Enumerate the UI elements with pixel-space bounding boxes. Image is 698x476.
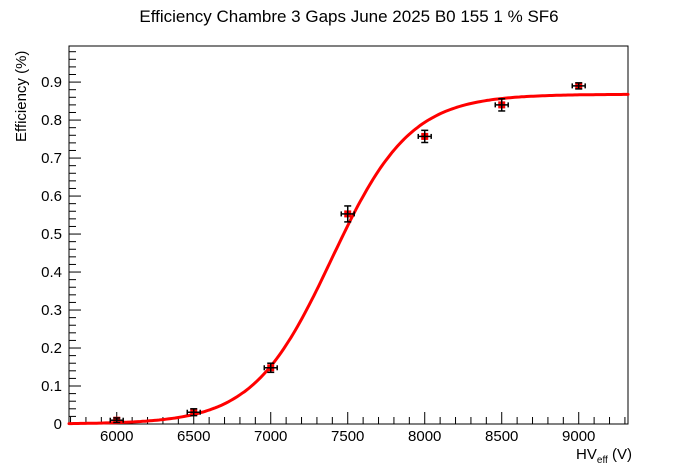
x-tick-label: 8500: [485, 428, 518, 445]
y-tick-label: 0.7: [41, 150, 62, 167]
x-axis-title-main: HV: [576, 446, 597, 463]
x-tick-label: 7500: [331, 428, 364, 445]
y-tick-label: 0.6: [41, 188, 62, 205]
y-tick-label: 0.2: [41, 340, 62, 357]
y-tick-label: 0.4: [41, 264, 62, 281]
x-axis-title-unit: (V): [607, 446, 632, 463]
fit-curve: [67, 92, 630, 426]
x-tick-label: 9000: [562, 428, 595, 445]
y-tick-label: 0.1: [41, 378, 62, 395]
plot-frame: [68, 45, 629, 425]
chart-title: Efficiency Chambre 3 Gaps June 2025 B0 1…: [139, 7, 559, 26]
x-axis-title-subscript: eff: [596, 455, 608, 466]
x-tick-label: 8000: [408, 428, 441, 445]
y-axis-title: Efficiency (%): [13, 50, 30, 142]
y-tick-label: 0.3: [41, 302, 62, 319]
x-tick-label: 6000: [100, 428, 133, 445]
y-tick-label: 0.5: [41, 226, 62, 243]
x-axis-title: HVeff (V): [0, 446, 632, 466]
x-tick-label: 7000: [254, 428, 287, 445]
y-tick-label: 0.9: [41, 74, 62, 91]
y-tick-label: 0.8: [41, 112, 62, 129]
x-tick-label: 6500: [177, 428, 210, 445]
y-tick-label: 0: [54, 416, 62, 433]
